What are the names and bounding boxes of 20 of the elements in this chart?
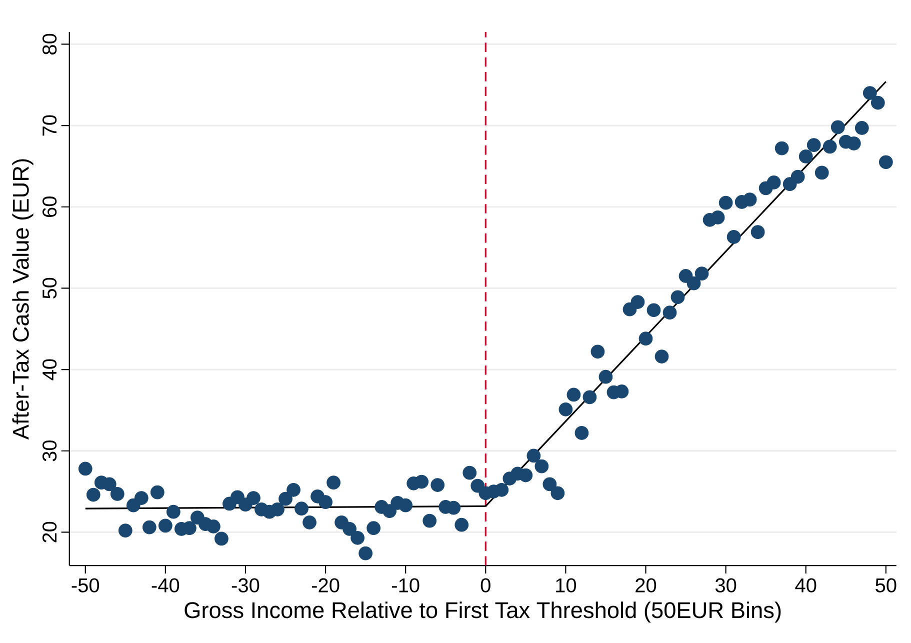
y-tick-label: 70 [42,115,57,136]
y-axis-title: After-Tax Cash Value (EUR) [12,159,34,440]
x-tick-label: 50 [876,578,896,592]
x-tick-label: -30 [232,578,260,592]
x-tick-label: 30 [715,578,736,592]
x-tick-label: 40 [795,578,816,592]
y-tick-label: 50 [42,278,57,299]
y-tick-label: 30 [42,440,57,462]
y-tick-label: 60 [42,196,57,218]
y-tick-label: 40 [42,359,57,380]
x-tick-label: 0 [480,578,490,592]
y-tick-label: 20 [42,522,57,542]
x-tick-label: -40 [152,578,180,592]
x-axis-title: Gross Income Relative to First Tax Threshold (50EUR Bins) [184,602,781,623]
x-tick-label: -20 [312,578,340,592]
x-tick-label: -10 [392,578,420,592]
x-tick-label: -50 [72,578,100,592]
x-tick-label: 10 [556,578,576,592]
y-tick-label: 80 [42,34,57,54]
x-tick-label: 20 [636,578,656,592]
